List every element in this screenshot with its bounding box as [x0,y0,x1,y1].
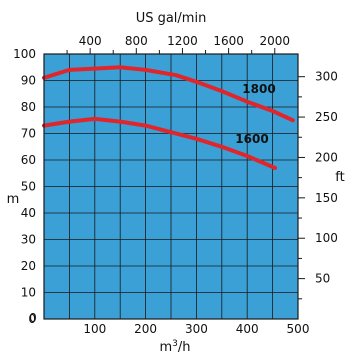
y-tick-label: 90 [21,74,36,88]
right-tick-label: 300 [315,70,338,84]
grid-lines [44,54,298,319]
bottom-axis-title: m3/h [159,339,190,355]
y-tick-label: 50 [21,180,36,194]
right-tick-label: 250 [315,110,338,124]
curve-label-1600: 1600 [235,132,268,146]
top-axis-title: US gal/min [136,11,207,26]
bottom-axis-title-sup: 3 [172,339,178,349]
y-tick-label: 10 [21,286,36,300]
tick-marks [66,48,305,300]
x-tick-label: 300 [185,322,208,336]
top-tick-label: 800 [125,34,148,48]
right-tick-label: 150 [315,191,338,205]
y-tick-label: 20 [21,259,36,273]
x-tick-label: 500 [287,322,310,336]
curves [42,65,295,170]
y-tick-label: 0 [28,312,36,326]
curve-1800 [42,65,295,123]
x-tick-label: 200 [134,322,157,336]
y-tick-label: 70 [21,127,36,141]
y-tick-label: 80 [21,100,36,114]
x-tick-label: 100 [83,322,106,336]
curve-label-1800: 1800 [242,82,275,96]
y-tick-label: 100 [13,47,36,61]
left-axis-title: m [7,192,20,207]
bottom-axis-title-base: m [159,340,172,355]
top-tick-label: 1600 [213,34,244,48]
bottom-axis-title-tail: /h [178,340,191,355]
plot-frame [43,53,299,320]
top-tick-label: 2000 [259,34,290,48]
curve-1600 [42,116,278,170]
right-axis-title: ft [335,170,344,185]
top-tick-label: 1200 [167,34,198,48]
x-tick-label: 0 [29,311,37,325]
top-tick-label: 400 [79,34,102,48]
right-tick-label: 100 [315,231,338,245]
y-tick-label: 40 [21,206,36,220]
y-tick-label: 60 [21,153,36,167]
right-tick-label: 50 [315,272,330,286]
right-tick-label: 200 [315,150,338,164]
x-tick-label: 400 [236,322,259,336]
y-tick-label: 30 [21,233,36,247]
